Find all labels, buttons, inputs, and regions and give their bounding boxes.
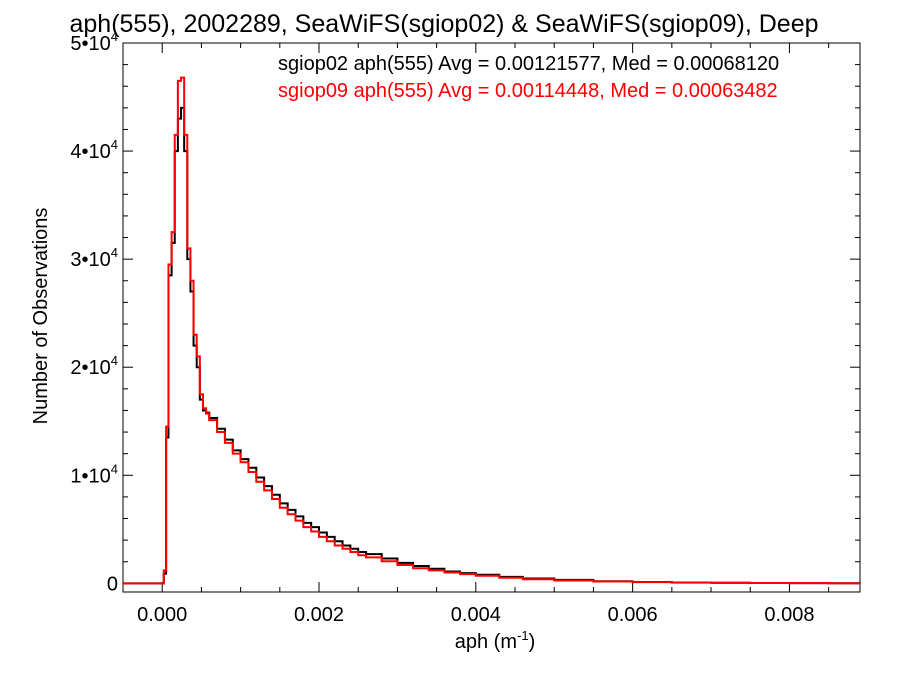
- y-tick-label: 0: [107, 573, 118, 595]
- y-tick-label: 1•104: [70, 461, 118, 487]
- y-tick-label: 5•104: [70, 29, 118, 55]
- x-tick-label: 0.008: [764, 604, 814, 626]
- x-axis-label-end: ): [529, 631, 536, 653]
- x-tick-labels: 0.000 0.002 0.004 0.006 0.008: [137, 604, 814, 626]
- y-axis-label: Number of Observations: [30, 208, 52, 425]
- x-tick-label: 0.000: [137, 604, 187, 626]
- legend-entry-sgiop09: sgiop09 aph(555) Avg = 0.00114448, Med =…: [278, 80, 778, 102]
- plot-area: [122, 42, 861, 593]
- y-tick-label: 4•104: [70, 137, 118, 163]
- x-tick-label: 0.002: [294, 604, 344, 626]
- x-axis-label-sup: -1: [517, 628, 529, 643]
- x-tick-label: 0.004: [451, 604, 501, 626]
- chart-title: aph(555), 2002289, SeaWiFS(sgiop02) & Se…: [69, 10, 818, 38]
- y-tick-label: 2•104: [70, 353, 118, 379]
- y-tick-label: 3•104: [70, 245, 118, 271]
- x-axis-label: aph (m-1): [455, 628, 535, 653]
- legend-entry-sgiop02: sgiop02 aph(555) Avg = 0.00121577, Med =…: [278, 53, 779, 75]
- x-tick-label: 0.006: [608, 604, 658, 626]
- x-axis-label-text: aph (m: [455, 631, 517, 653]
- series-sgiop02: [123, 106, 861, 585]
- plot-frame: [122, 42, 861, 593]
- series-sgiop09: [123, 76, 861, 585]
- y-tick-labels: 0 1•104 2•104 3•104 4•104 5•104: [70, 29, 118, 595]
